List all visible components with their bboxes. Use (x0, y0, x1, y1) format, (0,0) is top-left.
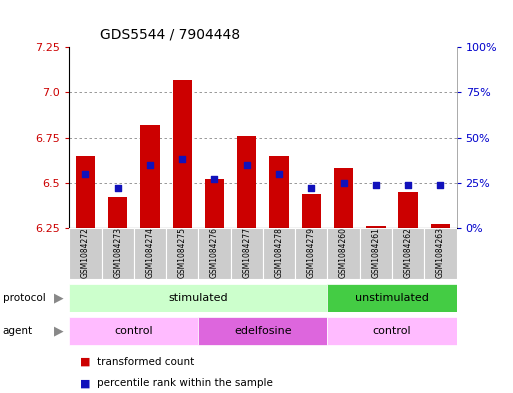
Bar (231, 228, 263, 279)
Bar (205, 179, 224, 228)
Text: GSM1084274: GSM1084274 (146, 227, 154, 278)
Bar (295, 228, 327, 279)
Bar (327, 317, 457, 345)
Text: stimulated: stimulated (169, 293, 228, 303)
Bar (269, 156, 289, 228)
Bar (399, 192, 418, 228)
Bar (327, 284, 457, 312)
Bar (172, 80, 192, 228)
Bar (134, 228, 166, 279)
Bar (166, 228, 199, 279)
Text: GSM1084261: GSM1084261 (371, 227, 380, 278)
Bar (108, 197, 127, 228)
Point (404, 182, 412, 188)
Text: GSM1084272: GSM1084272 (81, 227, 90, 278)
Text: ▶: ▶ (54, 325, 64, 338)
Point (243, 162, 251, 168)
Text: ▶: ▶ (54, 291, 64, 304)
Text: ■: ■ (80, 378, 90, 388)
Text: transformed count: transformed count (97, 356, 195, 367)
Bar (366, 226, 386, 228)
Bar (69, 284, 327, 312)
Text: GSM1084263: GSM1084263 (436, 227, 445, 278)
Bar (360, 228, 392, 279)
Point (210, 176, 219, 182)
Bar (392, 228, 424, 279)
Bar (102, 228, 134, 279)
Bar (302, 194, 321, 228)
Text: protocol: protocol (3, 293, 45, 303)
Bar (431, 224, 450, 228)
Bar (327, 228, 360, 279)
Text: GSM1084277: GSM1084277 (242, 227, 251, 278)
Bar (237, 136, 256, 228)
Text: GSM1084273: GSM1084273 (113, 227, 122, 278)
Text: GSM1084278: GSM1084278 (274, 227, 284, 278)
Text: control: control (114, 326, 153, 336)
Point (372, 182, 380, 188)
Text: edelfosine: edelfosine (234, 326, 292, 336)
Bar (76, 156, 95, 228)
Text: ■: ■ (80, 356, 90, 367)
Bar (69, 317, 199, 345)
Text: agent: agent (3, 326, 33, 336)
Text: GSM1084275: GSM1084275 (177, 227, 187, 278)
Bar (424, 228, 457, 279)
Point (340, 180, 348, 186)
Text: control: control (373, 326, 411, 336)
Point (275, 171, 283, 177)
Text: GSM1084260: GSM1084260 (339, 227, 348, 278)
Bar (69, 228, 102, 279)
Text: unstimulated: unstimulated (355, 293, 429, 303)
Point (146, 162, 154, 168)
Bar (334, 168, 353, 228)
Text: GSM1084262: GSM1084262 (404, 227, 412, 278)
Point (178, 156, 186, 162)
Text: GDS5544 / 7904448: GDS5544 / 7904448 (100, 28, 241, 42)
Point (81, 171, 89, 177)
Point (113, 185, 122, 191)
Text: percentile rank within the sample: percentile rank within the sample (97, 378, 273, 388)
Bar (140, 125, 160, 228)
Bar (199, 228, 231, 279)
Text: GSM1084279: GSM1084279 (307, 227, 316, 278)
Point (307, 185, 315, 191)
Bar (199, 317, 327, 345)
Text: GSM1084276: GSM1084276 (210, 227, 219, 278)
Point (437, 182, 445, 188)
Bar (263, 228, 295, 279)
